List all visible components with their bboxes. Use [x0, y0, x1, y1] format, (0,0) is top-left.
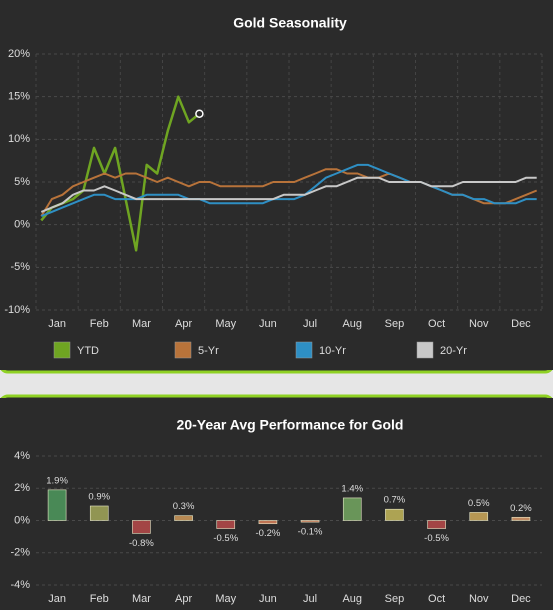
- value-label: 0.7%: [384, 495, 406, 506]
- y-tick-label: 0%: [14, 219, 30, 231]
- x-tick-label: Feb: [90, 593, 109, 605]
- x-tick-label: Jun: [259, 593, 277, 605]
- legend-swatch: [295, 341, 313, 359]
- bar: [427, 520, 446, 529]
- legend-swatch: [416, 341, 434, 359]
- x-tick-label: May: [215, 318, 236, 330]
- x-tick-label: Oct: [428, 318, 445, 330]
- x-tick-label: Dec: [511, 593, 531, 605]
- y-tick-label: -10%: [4, 304, 30, 316]
- legend-label: 20-Yr: [440, 345, 467, 357]
- x-tick-label: Jan: [48, 318, 66, 330]
- x-tick-label: Aug: [342, 318, 362, 330]
- value-label: 0.9%: [88, 492, 110, 503]
- y-tick-label: 0%: [14, 514, 30, 526]
- series-line: [40, 163, 537, 218]
- y-tick-label: 15%: [8, 91, 30, 103]
- legend-label: 10-Yr: [319, 345, 346, 357]
- x-tick-label: Nov: [469, 593, 489, 605]
- x-tick-label: Apr: [175, 593, 192, 605]
- bar: [342, 497, 362, 521]
- bar: [174, 515, 193, 521]
- bar: [511, 516, 531, 521]
- legend-label: YTD: [77, 345, 99, 357]
- bar: [216, 520, 236, 529]
- legend-swatch: [53, 341, 71, 359]
- value-label: -0.5%: [213, 533, 238, 544]
- value-label: -0.1%: [298, 527, 323, 538]
- x-tick-label: Jul: [303, 318, 317, 330]
- x-tick-label: Aug: [342, 593, 362, 605]
- value-label: 0.3%: [173, 501, 195, 512]
- y-tick-label: 20%: [8, 48, 30, 60]
- bar: [132, 520, 151, 534]
- legend-label: 5-Yr: [198, 345, 219, 357]
- y-tick-label: 10%: [8, 133, 30, 145]
- bar: [89, 505, 109, 521]
- y-tick-label: -2%: [10, 547, 30, 559]
- x-tick-label: May: [215, 593, 236, 605]
- y-tick-label: -4%: [10, 579, 30, 591]
- y-tick-label: 5%: [14, 176, 30, 188]
- x-tick-label: Sep: [385, 318, 405, 330]
- x-tick-label: Oct: [428, 593, 445, 605]
- x-tick-label: Dec: [511, 318, 531, 330]
- value-label: -0.8%: [129, 538, 154, 549]
- x-tick-label: Nov: [469, 318, 489, 330]
- legend-swatch: [174, 341, 192, 359]
- y-tick-label: 4%: [14, 450, 30, 462]
- x-tick-label: Feb: [90, 318, 109, 330]
- bar: [385, 508, 404, 521]
- value-label: 0.2%: [510, 503, 532, 514]
- bar: [258, 520, 278, 525]
- bar: [469, 512, 489, 521]
- last-point: [195, 109, 204, 118]
- chart-title: 20-Year Avg Performance for Gold: [177, 417, 404, 433]
- top-panel-fill: [0, 0, 553, 370]
- x-tick-label: Sep: [385, 593, 405, 605]
- x-tick-label: Mar: [132, 593, 151, 605]
- x-tick-label: Apr: [175, 318, 192, 330]
- series-line: [40, 95, 201, 252]
- value-label: 1.4%: [341, 483, 363, 494]
- x-tick-label: Mar: [132, 318, 151, 330]
- y-tick-label: -5%: [10, 261, 30, 273]
- x-tick-label: Jun: [259, 318, 277, 330]
- x-tick-label: Jan: [48, 593, 66, 605]
- value-label: 1.9%: [46, 475, 68, 486]
- x-tick-label: Jul: [303, 593, 317, 605]
- bottom-panel-fill: [0, 398, 553, 610]
- chart-title: Gold Seasonality: [233, 15, 347, 31]
- bar: [300, 520, 320, 523]
- y-tick-label: 2%: [14, 482, 30, 494]
- bar: [47, 489, 67, 521]
- value-label: -0.5%: [424, 533, 449, 544]
- series-line: [40, 176, 537, 213]
- value-label: 0.5%: [468, 498, 490, 509]
- value-label: -0.2%: [256, 528, 281, 539]
